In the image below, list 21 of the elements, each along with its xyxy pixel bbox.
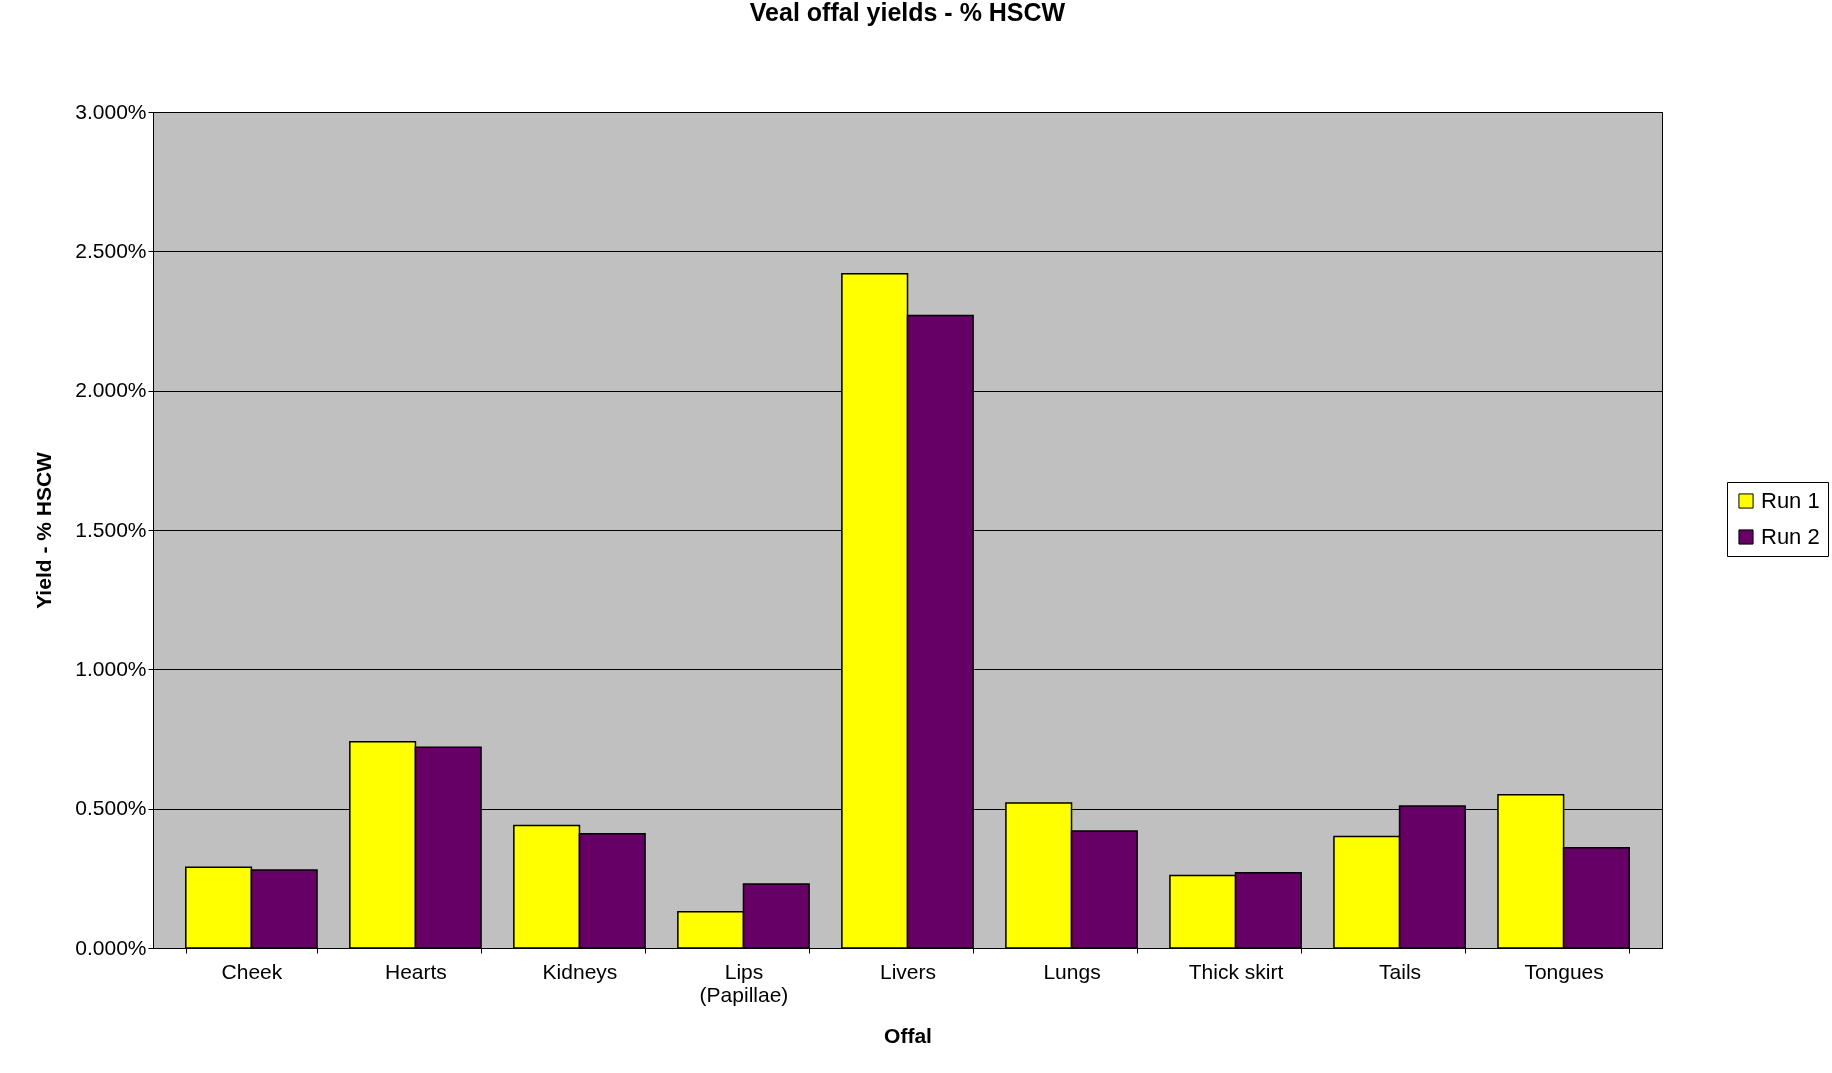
- y-axis-title: Yield - % HSCW: [32, 451, 56, 609]
- y-tick-label: 1.500%: [75, 517, 147, 541]
- legend-label: Run 2: [1761, 524, 1820, 549]
- x-tick-label: Tails: [1379, 959, 1422, 983]
- y-tick-label: 2.000%: [75, 378, 147, 402]
- y-tick-label: 0.500%: [75, 796, 147, 820]
- x-tick-label: Lips (Papillae): [699, 959, 789, 1006]
- y-tick-label: 2.500%: [75, 238, 147, 262]
- x-tick-label: Thick skirt: [1188, 959, 1284, 983]
- y-tick-label: 1.000%: [75, 656, 147, 680]
- y-tick-label: 0.000%: [75, 935, 147, 959]
- x-axis-title: Offal: [884, 1023, 932, 1047]
- y-tick-label: 3.000%: [75, 99, 147, 123]
- x-tick-label: Hearts: [385, 959, 447, 983]
- x-tick-label: Lungs: [1043, 959, 1101, 983]
- x-tick-label: Kidneys: [542, 959, 618, 983]
- x-tick-label: Livers: [879, 959, 937, 983]
- x-tick-label: Tongues: [1524, 959, 1604, 983]
- x-tick-label: Cheek: [221, 959, 283, 983]
- chart-title: Veal offal yields - % HSCW: [749, 0, 1066, 26]
- legend-label: Run 1: [1761, 488, 1820, 513]
